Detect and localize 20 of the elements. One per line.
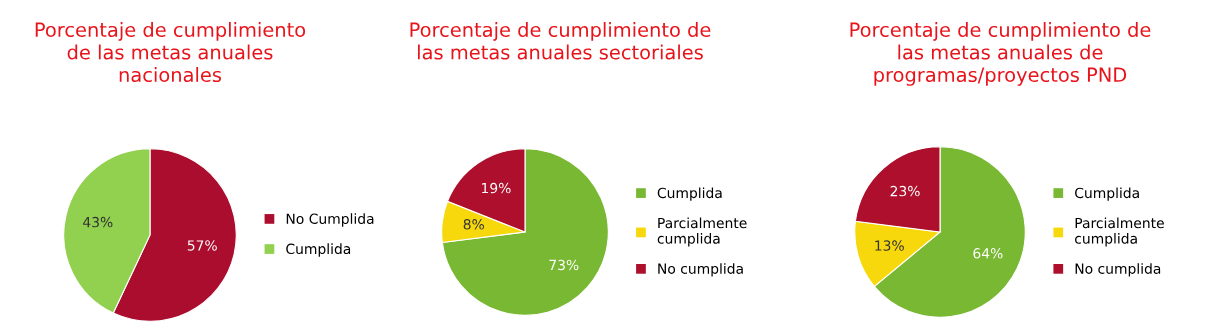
pie-slice [441, 148, 609, 316]
legend-label: Cumplida [657, 187, 722, 201]
chart-title: Porcentaje de cumplimiento de las metas anuales nacionales [35, 22, 306, 83]
legend-label: No Cumplida [286, 213, 374, 227]
legend-label: Parcialmente cumplida [1075, 217, 1164, 247]
data-label: 8% [463, 219, 484, 230]
data-label: 64% [973, 248, 1003, 259]
legend-label: Cumplida [1075, 187, 1139, 201]
data-label: 13% [875, 240, 904, 251]
legend-label: No cumplida [658, 263, 743, 277]
chart-title: Porcentaje de cumplimiento de las metas anuales de programas/proyectos PND [850, 22, 1151, 86]
legend-label: No cumplida [1075, 263, 1161, 277]
chart-title: Porcentaje de cumplimiento de las metas anuales sectoriales [410, 22, 711, 60]
data-label: 23% [890, 185, 920, 197]
data-label: 43% [83, 216, 113, 228]
legend-label: Parcialmente cumplida [657, 217, 747, 247]
data-label: 73% [549, 259, 579, 271]
data-label: 19% [482, 182, 511, 194]
data-label: 57% [187, 240, 217, 251]
legend-label: Cumplida [286, 243, 351, 257]
